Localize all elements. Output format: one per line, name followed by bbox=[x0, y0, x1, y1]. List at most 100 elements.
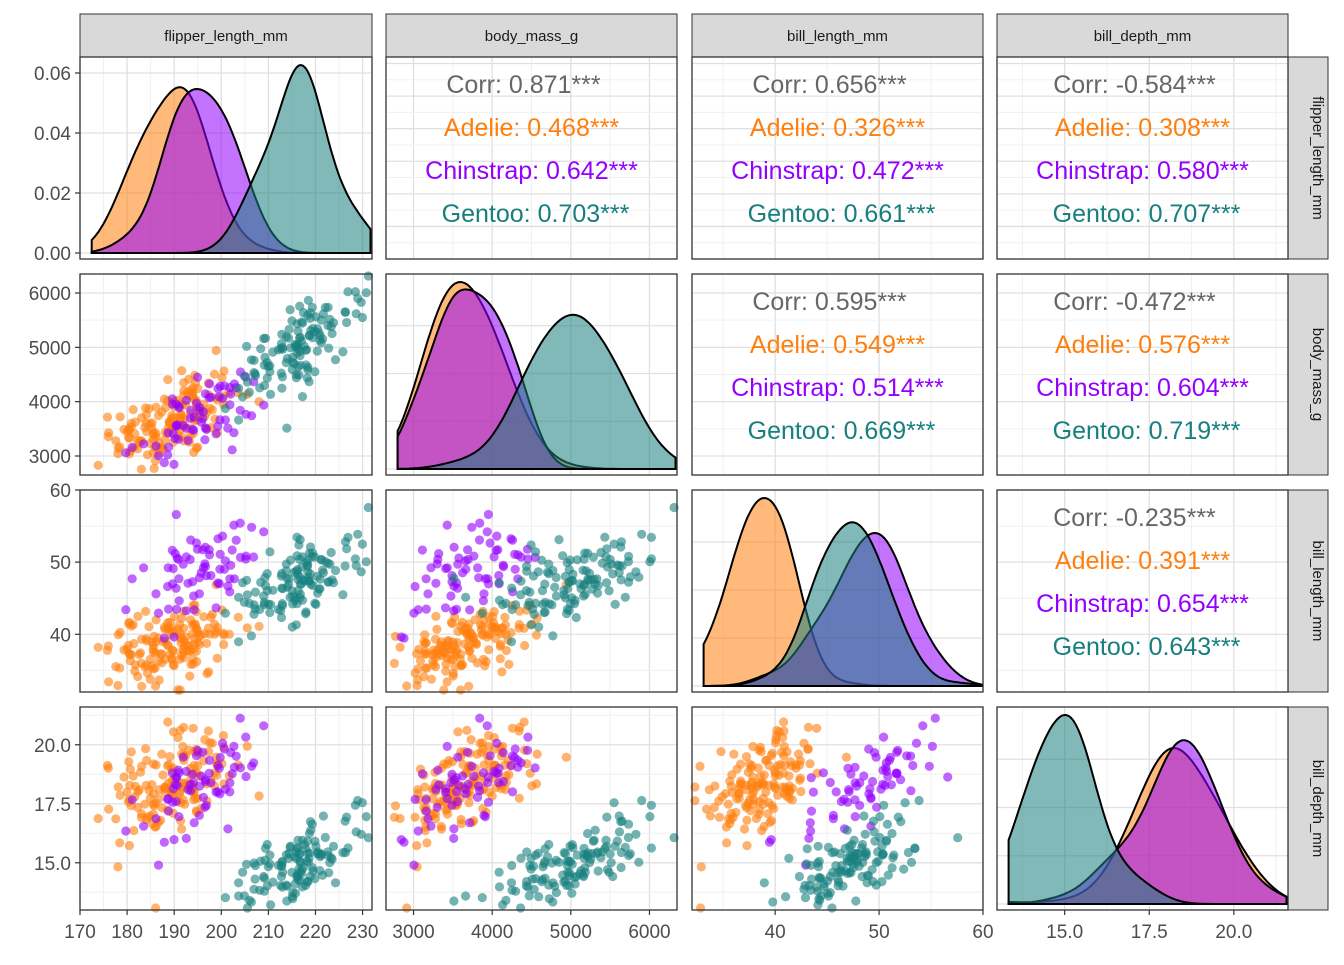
data-point-gentoo bbox=[524, 597, 534, 608]
data-point-chinstrap bbox=[483, 772, 493, 782]
data-point-chinstrap bbox=[458, 568, 468, 578]
data-point-chinstrap bbox=[483, 797, 494, 807]
data-point-adelie bbox=[457, 617, 467, 627]
data-point-chinstrap bbox=[808, 787, 819, 797]
data-point-adelie bbox=[176, 638, 186, 648]
data-point-gentoo bbox=[266, 900, 276, 910]
data-point-gentoo bbox=[310, 874, 320, 884]
data-point-chinstrap bbox=[469, 771, 479, 782]
data-point-gentoo bbox=[242, 590, 252, 600]
data-point-chinstrap bbox=[423, 589, 433, 599]
data-point-gentoo bbox=[292, 319, 302, 329]
data-point-chinstrap bbox=[396, 835, 406, 845]
data-point-gentoo bbox=[262, 586, 272, 596]
data-point-gentoo bbox=[507, 885, 517, 895]
data-point-chinstrap bbox=[127, 795, 137, 805]
data-point-adelie bbox=[115, 442, 125, 452]
data-point-chinstrap bbox=[906, 751, 916, 761]
y-axis-tick-label: 3000 bbox=[29, 447, 71, 468]
data-point-adelie bbox=[137, 681, 147, 692]
data-point-gentoo bbox=[828, 867, 838, 877]
data-point-gentoo bbox=[910, 843, 920, 854]
data-point-gentoo bbox=[265, 607, 275, 618]
data-point-gentoo bbox=[575, 868, 585, 879]
data-point-gentoo bbox=[338, 590, 348, 600]
data-point-gentoo bbox=[564, 871, 574, 881]
panel-border bbox=[691, 706, 984, 911]
data-point-chinstrap bbox=[127, 574, 137, 584]
data-point-chinstrap bbox=[219, 381, 229, 391]
data-point-gentoo bbox=[249, 355, 259, 365]
data-point-chinstrap bbox=[220, 784, 230, 794]
data-point-adelie bbox=[456, 814, 466, 825]
panel-background bbox=[997, 490, 1288, 692]
data-point-gentoo bbox=[616, 542, 626, 552]
data-point-adelie bbox=[188, 723, 198, 733]
correlation-label-adelie: Adelie: 0.576*** bbox=[1055, 331, 1230, 359]
data-point-adelie bbox=[466, 735, 476, 745]
data-point-chinstrap bbox=[235, 763, 246, 773]
data-point-adelie bbox=[519, 623, 529, 634]
data-point-adelie bbox=[504, 770, 514, 780]
data-point-adelie bbox=[532, 749, 542, 759]
density-curve-gentoo bbox=[396, 313, 677, 470]
data-point-adelie bbox=[756, 771, 766, 781]
data-point-chinstrap bbox=[181, 606, 191, 616]
data-point-chinstrap bbox=[139, 563, 149, 573]
data-point-adelie bbox=[439, 685, 449, 695]
data-point-adelie bbox=[389, 658, 399, 669]
data-point-adelie bbox=[177, 651, 187, 661]
data-point-adelie bbox=[186, 385, 196, 395]
data-point-chinstrap bbox=[474, 535, 485, 545]
data-point-chinstrap bbox=[493, 545, 503, 555]
data-point-adelie bbox=[199, 612, 209, 622]
data-point-chinstrap bbox=[855, 778, 865, 788]
data-point-gentoo bbox=[293, 326, 303, 336]
data-point-gentoo bbox=[291, 370, 301, 380]
data-point-chinstrap bbox=[139, 439, 149, 449]
data-point-adelie bbox=[160, 784, 170, 794]
data-point-gentoo bbox=[234, 878, 244, 888]
data-point-adelie bbox=[448, 637, 458, 647]
data-point-gentoo bbox=[315, 852, 325, 862]
data-point-gentoo bbox=[260, 572, 270, 583]
data-point-chinstrap bbox=[410, 581, 420, 592]
data-point-adelie bbox=[402, 903, 412, 913]
column-strip-body_mass_g bbox=[385, 13, 678, 58]
data-point-adelie bbox=[767, 748, 778, 758]
data-point-adelie bbox=[148, 434, 158, 444]
data-point-chinstrap bbox=[850, 812, 860, 822]
data-point-adelie bbox=[779, 717, 789, 727]
data-point-gentoo bbox=[816, 891, 826, 901]
panel-border bbox=[385, 489, 678, 693]
data-point-chinstrap bbox=[766, 835, 776, 845]
data-point-adelie bbox=[211, 345, 221, 356]
data-point-gentoo bbox=[554, 857, 564, 868]
data-point-gentoo bbox=[889, 850, 899, 860]
data-point-adelie bbox=[233, 612, 243, 622]
panel-flipper_length_mm-vs-bill_length_mm: Corr: 0.656*** Adelie: 0.326*** Chinstrap:… bbox=[691, 56, 984, 260]
data-point-gentoo bbox=[295, 554, 305, 564]
data-point-adelie bbox=[441, 659, 451, 669]
data-point-adelie bbox=[390, 801, 401, 811]
data-point-chinstrap bbox=[171, 421, 181, 431]
data-point-gentoo bbox=[624, 551, 634, 562]
data-point-adelie bbox=[206, 612, 216, 622]
row-strip-label: bill_length_mm bbox=[1309, 541, 1326, 642]
data-point-gentoo bbox=[862, 878, 872, 888]
data-point-adelie bbox=[705, 811, 716, 821]
data-point-gentoo bbox=[461, 891, 471, 901]
data-point-gentoo bbox=[273, 604, 283, 615]
data-point-gentoo bbox=[645, 812, 655, 822]
data-point-gentoo bbox=[262, 373, 272, 383]
data-point-adelie bbox=[759, 780, 769, 790]
data-point-chinstrap bbox=[463, 554, 473, 565]
data-point-gentoo bbox=[617, 561, 627, 571]
data-point-chinstrap bbox=[510, 564, 520, 574]
data-point-adelie bbox=[149, 463, 159, 473]
data-point-adelie bbox=[747, 790, 757, 800]
data-point-chinstrap bbox=[482, 721, 492, 731]
data-point-chinstrap bbox=[872, 802, 882, 812]
panel-border bbox=[385, 56, 678, 260]
data-point-adelie bbox=[124, 757, 134, 767]
